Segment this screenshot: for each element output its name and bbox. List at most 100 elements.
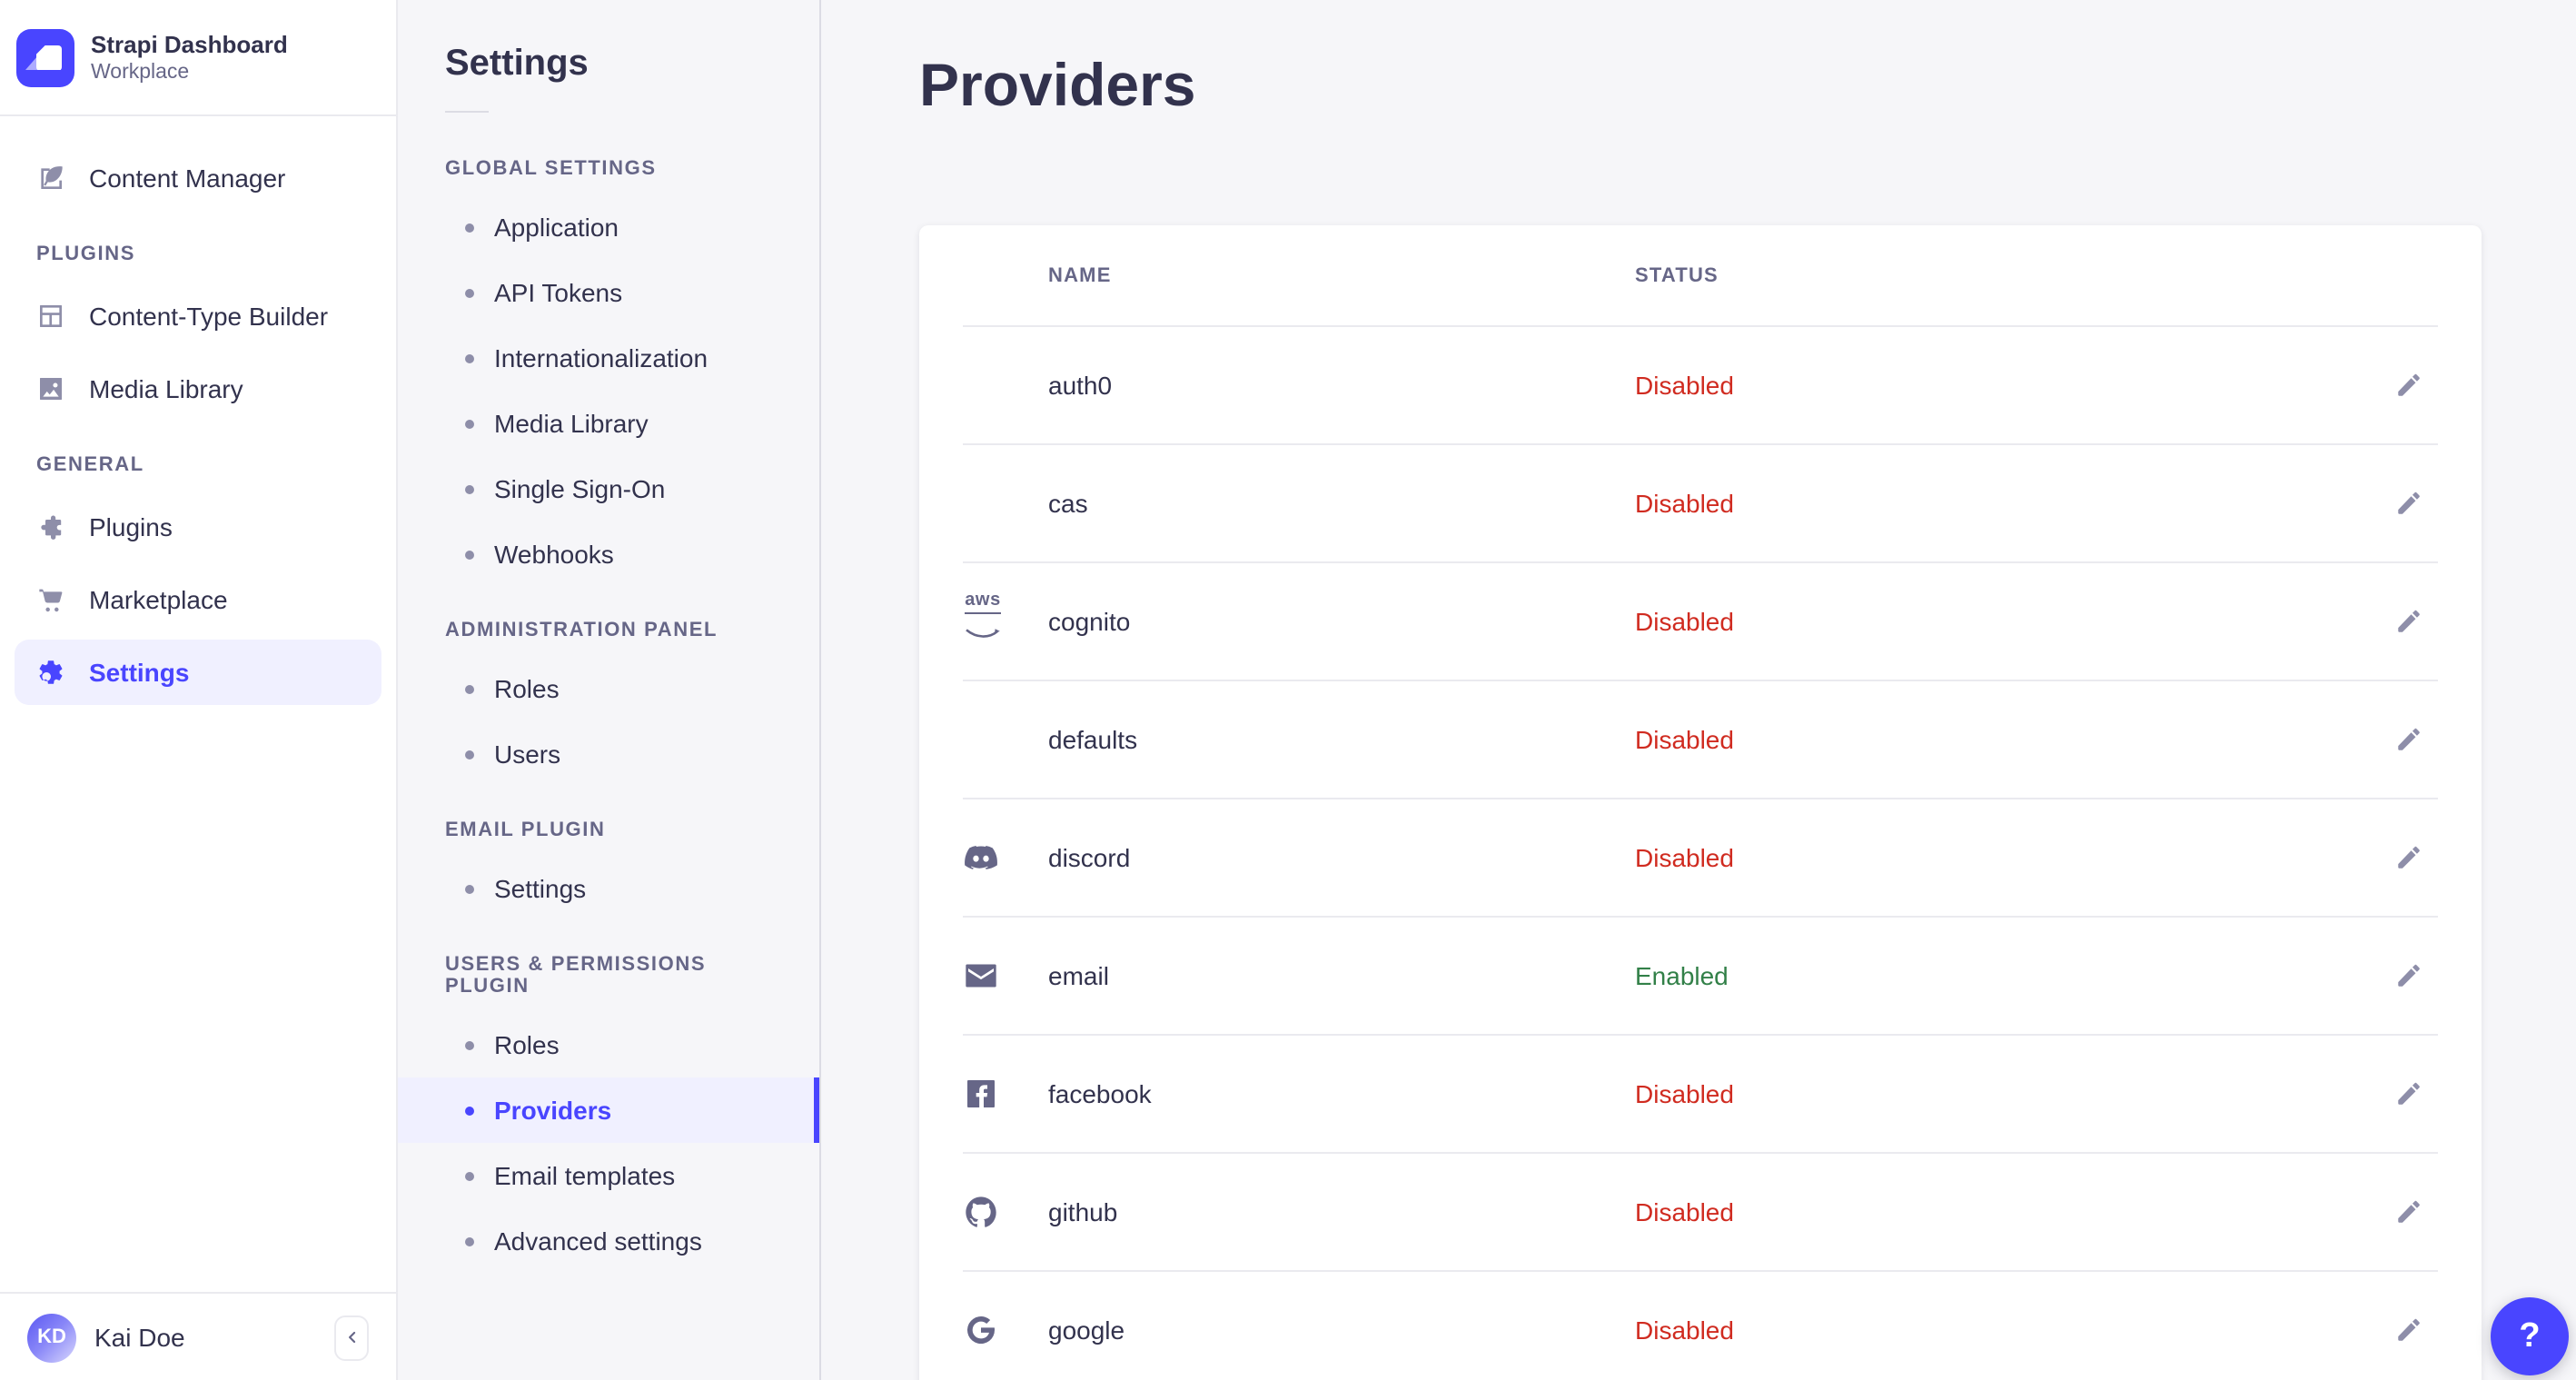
- edit-provider-button[interactable]: [2380, 356, 2438, 414]
- image-icon: [36, 374, 65, 403]
- subnav-item-label: Users: [494, 740, 561, 769]
- provider-name: email: [1048, 961, 1109, 990]
- table-row[interactable]: defaults Disabled: [963, 680, 2438, 798]
- bullet-icon: [465, 419, 474, 428]
- settings-subnav: Settings GLOBAL SETTINGS Application API T…: [398, 0, 821, 1380]
- table-row[interactable]: auth0 Disabled: [963, 325, 2438, 443]
- table-row[interactable]: discord Disabled: [963, 798, 2438, 916]
- pencil-icon: [2394, 843, 2423, 872]
- sidebar-item-content-type-builder[interactable]: Content-Type Builder: [15, 283, 381, 349]
- pencil-icon: [2394, 1197, 2423, 1226]
- provider-name: cognito: [1048, 607, 1131, 636]
- subnav-item-internationalization[interactable]: Internationalization: [398, 325, 819, 391]
- subnav-item-providers[interactable]: Providers: [398, 1077, 819, 1143]
- table-row[interactable]: cas Disabled: [963, 443, 2438, 561]
- edit-provider-button[interactable]: [2380, 1065, 2438, 1123]
- bullet-icon: [465, 484, 474, 493]
- workspace-subtitle: Workplace: [91, 61, 190, 83]
- subnav-section-label: ADMINISTRATION PANEL: [445, 620, 718, 641]
- cart-icon: [36, 585, 65, 614]
- bullet-icon: [465, 223, 474, 232]
- bullet-icon: [465, 550, 474, 559]
- provider-status: Disabled: [1635, 1315, 1734, 1345]
- provider-status: Disabled: [1635, 1197, 1734, 1226]
- subnav-section: GLOBAL SETTINGS Application API Tokens Inte…: [398, 158, 819, 587]
- edit-provider-button[interactable]: [2380, 947, 2438, 1005]
- subnav-item-label: Email templates: [494, 1161, 676, 1190]
- subnav-item-label: Roles: [494, 1030, 560, 1059]
- table-row[interactable]: github Disabled: [963, 1152, 2438, 1270]
- bullet-icon: [465, 288, 474, 297]
- subnav-item-single-sign-on[interactable]: Single Sign-On: [398, 456, 819, 521]
- subnav-section-label: EMAIL PLUGIN: [445, 819, 606, 841]
- subnav-item-roles[interactable]: Roles: [398, 1012, 819, 1077]
- subnav-item-email-templates[interactable]: Email templates: [398, 1143, 819, 1208]
- sidebar-item-plugins[interactable]: Plugins: [15, 494, 381, 560]
- edit-provider-button[interactable]: [2380, 1183, 2438, 1241]
- provider-status: Enabled: [1635, 961, 1729, 990]
- pencil-icon: [2394, 1079, 2423, 1108]
- subnav-item-label: Advanced settings: [494, 1226, 702, 1256]
- sidebar-item-label: Media Library: [89, 374, 243, 403]
- main-sidebar: Strapi Dashboard Workplace Content Manag…: [0, 0, 398, 1380]
- bullet-icon: [465, 750, 474, 759]
- subnav-title: Settings: [445, 44, 589, 84]
- github-icon: [963, 1194, 1048, 1230]
- workspace-title: Strapi Dashboard: [91, 30, 288, 57]
- edit-provider-button[interactable]: [2380, 829, 2438, 887]
- subnav-section-label: USERS & PERMISSIONS PLUGIN: [445, 954, 707, 998]
- sidebar-item-media-library[interactable]: Media Library: [15, 356, 381, 422]
- sidebar-item-content-manager[interactable]: Content Manager: [15, 145, 381, 211]
- provider-status: Disabled: [1635, 489, 1734, 518]
- pencil-icon: [2394, 371, 2423, 400]
- sidebar-item-marketplace[interactable]: Marketplace: [15, 567, 381, 632]
- help-button[interactable]: ?: [2491, 1297, 2569, 1375]
- feather-icon: [36, 164, 65, 193]
- subnav-item-application[interactable]: Application: [398, 194, 819, 260]
- aws-icon: aws: [963, 591, 1048, 651]
- gear-icon: [36, 658, 65, 687]
- table-row[interactable]: facebook Disabled: [963, 1034, 2438, 1152]
- subnav-item-users[interactable]: Users: [398, 721, 819, 787]
- providers-table: NAME STATUS auth0 Disabled cas Disabled aws c…: [919, 225, 2482, 1380]
- subnav-item-webhooks[interactable]: Webhooks: [398, 521, 819, 587]
- sidebar-item-settings[interactable]: Settings: [15, 640, 381, 705]
- provider-status: Disabled: [1635, 843, 1734, 872]
- table-body: auth0 Disabled cas Disabled aws cognito Disabl…: [919, 325, 2482, 1380]
- subnav-item-label: Application: [494, 213, 619, 242]
- edit-provider-button[interactable]: [2380, 474, 2438, 532]
- provider-status: Disabled: [1635, 371, 1734, 400]
- nav-section-label: PLUGINS: [36, 243, 135, 265]
- subnav-item-roles[interactable]: Roles: [398, 656, 819, 721]
- table-row[interactable]: aws cognito Disabled: [963, 561, 2438, 680]
- provider-status: Disabled: [1635, 725, 1734, 754]
- provider-name: cas: [1048, 489, 1088, 518]
- subnav-item-media-library[interactable]: Media Library: [398, 391, 819, 456]
- subnav-item-label: Settings: [494, 874, 587, 903]
- strapi-logo-icon: [16, 28, 74, 86]
- user-menu[interactable]: KD Kai Doe: [0, 1292, 396, 1380]
- bullet-icon: [465, 1106, 474, 1115]
- facebook-icon: [963, 1076, 1048, 1112]
- table-row[interactable]: email Enabled: [963, 916, 2438, 1034]
- bullet-icon: [465, 1236, 474, 1246]
- subnav-item-label: Webhooks: [494, 540, 614, 569]
- bullet-icon: [465, 684, 474, 693]
- edit-provider-button[interactable]: [2380, 592, 2438, 650]
- subnav-item-settings[interactable]: Settings: [398, 856, 819, 921]
- subnav-item-advanced-settings[interactable]: Advanced settings: [398, 1208, 819, 1274]
- subnav-section: USERS & PERMISSIONS PLUGIN Roles Providers…: [398, 954, 819, 1274]
- table-row[interactable]: google Disabled: [963, 1270, 2438, 1380]
- envelope-icon: [963, 958, 1048, 994]
- subnav-item-api-tokens[interactable]: API Tokens: [398, 260, 819, 325]
- collapse-sidebar-button[interactable]: [334, 1315, 369, 1360]
- column-header-status: STATUS: [1635, 264, 1719, 286]
- table-header: NAME STATUS: [963, 225, 2438, 325]
- puzzle-icon: [36, 512, 65, 541]
- subnav-item-label: Media Library: [494, 409, 649, 438]
- edit-provider-button[interactable]: [2380, 710, 2438, 769]
- bullet-icon: [465, 1040, 474, 1049]
- edit-provider-button[interactable]: [2380, 1301, 2438, 1359]
- page-title: Providers: [919, 51, 1196, 118]
